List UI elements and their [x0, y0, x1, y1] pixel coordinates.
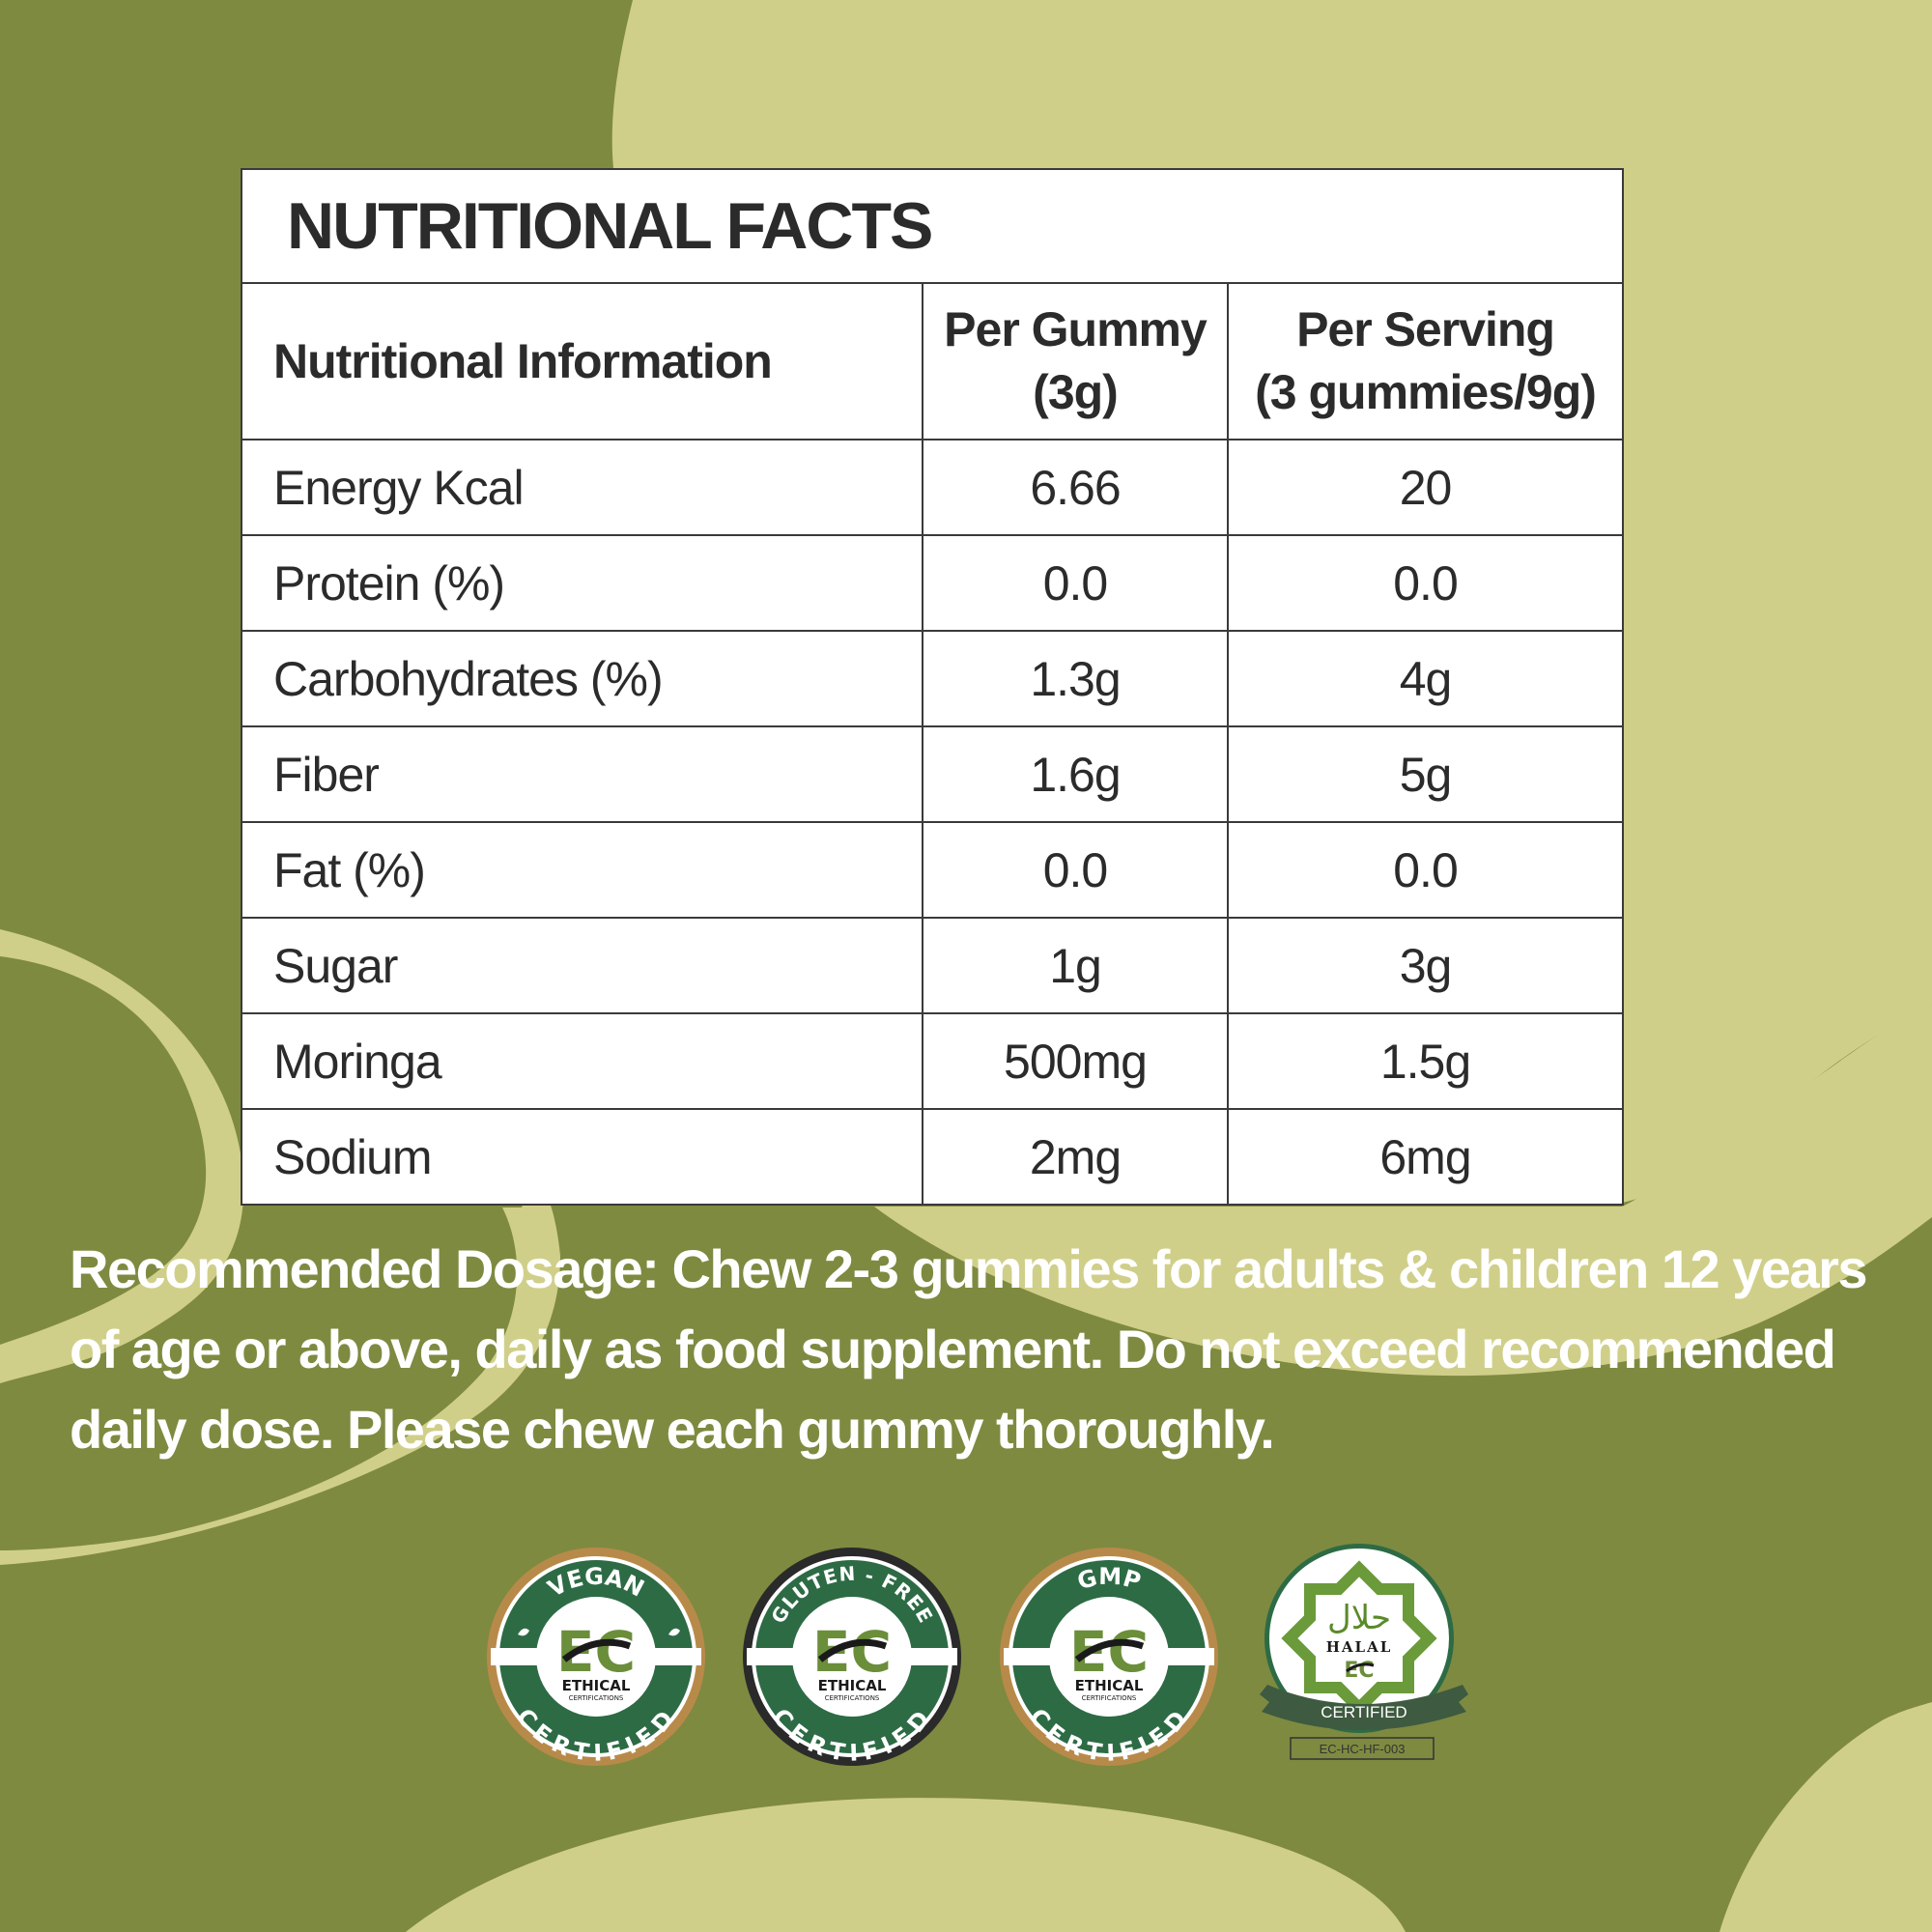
- table-row: Fat (%) 0.0 0.0: [241, 821, 1625, 919]
- per-serving-line1: Per Serving: [1296, 302, 1555, 356]
- badge-brand-sub-text: CERTIFICATIONS: [825, 1694, 880, 1702]
- row-per-serving: 5g: [1226, 725, 1625, 823]
- leaf-icon: [518, 1628, 680, 1636]
- gluten-free-certified-badge: GLUTEN - FREE CERTIFIED EC ETHICAL CERTI…: [743, 1548, 961, 1767]
- badge-brand-text: ETHICAL: [562, 1677, 631, 1694]
- table-row: Moringa 500mg 1.5g: [241, 1012, 1625, 1110]
- halal-word-text: HALAL: [1326, 1638, 1393, 1656]
- row-per-gummy: 1.6g: [922, 725, 1229, 823]
- row-per-gummy: 1g: [922, 917, 1229, 1014]
- ec-logo-icon: EC: [556, 1619, 636, 1685]
- dosage-line: Recommended Dosage: Chew 2-3 gummies for…: [70, 1238, 1868, 1299]
- halal-code-text: EC-HC-HF-003: [1320, 1742, 1406, 1756]
- gmp-certified-badge: GMP CERTIFIED EC ETHICAL CERTIFICATIONS: [1000, 1548, 1218, 1767]
- row-per-serving: 4g: [1226, 630, 1625, 727]
- badge-brand-sub-text: CERTIFICATIONS: [1082, 1694, 1137, 1702]
- column-header-info: Nutritional Information: [241, 282, 923, 440]
- svg-text:EC: EC: [812, 1619, 892, 1685]
- light-blob-bottom-right: [1719, 1702, 1932, 1932]
- badge-brand-sub-text: CERTIFICATIONS: [569, 1694, 624, 1702]
- table-title: NUTRITIONAL FACTS: [240, 168, 1625, 284]
- recommended-dosage-text: Recommended Dosage: Chew 2-3 gummies for…: [70, 1229, 1886, 1469]
- row-label: Fat (%): [241, 821, 923, 919]
- star-frame-icon: [1281, 1560, 1437, 1717]
- row-label: Carbohydrates (%): [241, 630, 923, 727]
- table-row: Sugar 1g 3g: [241, 917, 1625, 1014]
- row-label: Protein (%): [241, 534, 923, 632]
- light-blob-under-table: [874, 1005, 1932, 1377]
- table-row: Carbohydrates (%) 1.3g 4g: [241, 630, 1625, 727]
- svg-text:EC: EC: [1069, 1619, 1149, 1685]
- ribbon-banner: [1260, 1685, 1468, 1730]
- nutrition-facts-table: NUTRITIONAL FACTS Nutritional Informatio…: [240, 168, 1625, 1206]
- badge-top-text: GMP: [1074, 1563, 1144, 1596]
- badge-brand-text: ETHICAL: [1075, 1677, 1144, 1694]
- per-gummy-line1: Per Gummy: [944, 302, 1208, 356]
- vegan-certified-badge: VEGAN CERTIFIED EC ETHICAL CERTIFICATION…: [487, 1548, 705, 1767]
- header-row: Nutritional Information Per Gummy (3g) P…: [241, 282, 1625, 440]
- table-row: Energy Kcal 6.66 20: [241, 439, 1625, 536]
- row-per-serving: 3g: [1226, 917, 1625, 1014]
- column-header-per-gummy: Per Gummy (3g): [922, 282, 1229, 440]
- svg-text:GMP: GMP: [1074, 1563, 1144, 1596]
- ec-logo-icon: EC: [1344, 1659, 1374, 1683]
- table-row: Fiber 1.6g 5g: [241, 725, 1625, 823]
- per-serving-line2: (3 gummies/9g): [1255, 365, 1597, 419]
- column-header-per-serving: Per Serving (3 gummies/9g): [1226, 282, 1625, 440]
- row-per-gummy: 0.0: [922, 534, 1229, 632]
- row-label: Sodium: [241, 1108, 923, 1206]
- dosage-line: daily dose. Please chew each gummy thoro…: [70, 1399, 1275, 1460]
- row-per-serving: 0.0: [1226, 821, 1625, 919]
- halal-ribbon-text: CERTIFIED: [1321, 1703, 1406, 1721]
- row-per-serving: 6mg: [1226, 1108, 1625, 1206]
- row-per-gummy: 0.0: [922, 821, 1229, 919]
- per-gummy-line2: (3g): [1033, 365, 1119, 419]
- table-row: Sodium 2mg 6mg: [241, 1108, 1625, 1206]
- row-per-serving: 20: [1226, 439, 1625, 536]
- row-per-gummy: 6.66: [922, 439, 1229, 536]
- row-label: Sugar: [241, 917, 923, 1014]
- svg-text:EC: EC: [556, 1619, 636, 1685]
- light-blob-bottom: [406, 1798, 1406, 1932]
- row-per-serving: 1.5g: [1226, 1012, 1625, 1110]
- halal-arabic-text: حلال: [1327, 1599, 1391, 1637]
- ec-logo-icon: EC: [1069, 1619, 1149, 1685]
- row-label: Moringa: [241, 1012, 923, 1110]
- row-per-gummy: 500mg: [922, 1012, 1229, 1110]
- light-blob-top-right: [611, 0, 1932, 1203]
- halal-certified-badge: حلال HALAL EC CERTIFIED EC-HC-HF-003: [1260, 1544, 1468, 1760]
- ec-logo-icon: EC: [812, 1619, 892, 1685]
- badge-brand-text: ETHICAL: [818, 1677, 887, 1694]
- row-label: Fiber: [241, 725, 923, 823]
- row-per-serving: 0.0: [1226, 534, 1625, 632]
- row-label: Energy Kcal: [241, 439, 923, 536]
- light-curve-left: [0, 929, 244, 1383]
- table-row: Protein (%) 0.0 0.0: [241, 534, 1625, 632]
- dosage-line: of age or above, daily as food supplemen…: [70, 1319, 1836, 1379]
- row-per-gummy: 1.3g: [922, 630, 1229, 727]
- row-per-gummy: 2mg: [922, 1108, 1229, 1206]
